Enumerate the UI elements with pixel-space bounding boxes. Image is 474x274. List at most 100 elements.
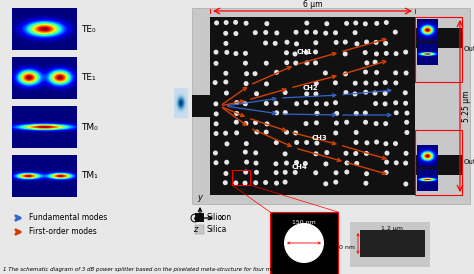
Circle shape <box>313 50 318 55</box>
Bar <box>415 155 462 175</box>
Circle shape <box>233 180 238 185</box>
Circle shape <box>294 41 299 46</box>
Circle shape <box>233 51 238 56</box>
Circle shape <box>264 61 269 66</box>
Circle shape <box>274 110 279 115</box>
Circle shape <box>303 121 309 126</box>
Circle shape <box>313 92 319 96</box>
Circle shape <box>253 180 258 185</box>
Bar <box>210 17 415 195</box>
Circle shape <box>223 71 228 76</box>
Circle shape <box>404 111 410 116</box>
Circle shape <box>304 21 310 25</box>
Bar <box>415 17 462 82</box>
Circle shape <box>213 150 218 155</box>
Circle shape <box>263 41 268 45</box>
Text: TM₁: TM₁ <box>81 172 98 181</box>
Circle shape <box>383 91 388 96</box>
Circle shape <box>294 101 299 106</box>
Circle shape <box>403 70 409 76</box>
Circle shape <box>365 60 369 65</box>
Circle shape <box>223 41 228 46</box>
Circle shape <box>344 21 349 26</box>
Circle shape <box>333 130 338 135</box>
Circle shape <box>384 160 389 165</box>
Circle shape <box>213 50 219 55</box>
Circle shape <box>283 151 288 156</box>
Circle shape <box>214 131 219 136</box>
Circle shape <box>313 170 318 175</box>
Circle shape <box>343 52 348 56</box>
Bar <box>192 8 470 204</box>
Circle shape <box>273 101 279 106</box>
Circle shape <box>324 150 329 155</box>
Text: CH3: CH3 <box>312 135 328 141</box>
Circle shape <box>323 70 328 75</box>
Circle shape <box>234 111 239 116</box>
Circle shape <box>284 161 289 165</box>
Circle shape <box>383 80 388 85</box>
Circle shape <box>283 170 288 175</box>
Circle shape <box>353 92 357 96</box>
Circle shape <box>343 39 348 45</box>
Circle shape <box>224 50 229 55</box>
Circle shape <box>254 91 259 96</box>
Text: Fundamental modes: Fundamental modes <box>29 213 107 222</box>
Circle shape <box>313 151 319 156</box>
Circle shape <box>223 79 228 84</box>
Text: Silica: Silica <box>207 225 228 234</box>
Circle shape <box>393 141 398 146</box>
Circle shape <box>213 160 219 165</box>
Circle shape <box>313 40 319 45</box>
Circle shape <box>284 60 289 65</box>
Circle shape <box>244 81 248 86</box>
Circle shape <box>364 39 369 45</box>
Text: CH4: CH4 <box>292 164 308 170</box>
Circle shape <box>314 101 319 106</box>
Circle shape <box>354 130 359 135</box>
Bar <box>195 225 204 234</box>
Circle shape <box>403 50 408 55</box>
Text: 6 μm: 6 μm <box>303 0 322 9</box>
Circle shape <box>234 120 239 125</box>
Circle shape <box>264 101 269 106</box>
Circle shape <box>234 130 239 135</box>
Circle shape <box>363 50 368 55</box>
Circle shape <box>234 100 239 105</box>
Circle shape <box>403 101 408 106</box>
Circle shape <box>263 180 268 185</box>
Circle shape <box>273 161 278 166</box>
Circle shape <box>374 52 379 56</box>
Circle shape <box>334 111 339 116</box>
Text: Output2: Output2 <box>464 159 474 165</box>
Circle shape <box>284 40 290 45</box>
Text: 1.2 μm: 1.2 μm <box>382 226 403 231</box>
Circle shape <box>243 181 247 185</box>
Circle shape <box>384 151 390 156</box>
Circle shape <box>243 51 248 56</box>
Text: 1 The schematic diagram of 3 dB power splitter based on the pixelated meta-struc: 1 The schematic diagram of 3 dB power sp… <box>3 267 309 272</box>
Circle shape <box>324 101 329 106</box>
Circle shape <box>303 100 309 105</box>
Circle shape <box>394 160 399 165</box>
Circle shape <box>284 130 289 135</box>
Circle shape <box>354 140 358 145</box>
Circle shape <box>243 101 248 106</box>
Circle shape <box>303 161 308 166</box>
Circle shape <box>393 100 398 105</box>
Circle shape <box>253 150 258 155</box>
Circle shape <box>393 30 398 35</box>
Circle shape <box>354 111 359 116</box>
Text: CH1: CH1 <box>297 49 313 55</box>
Circle shape <box>255 130 259 135</box>
Circle shape <box>345 161 349 165</box>
Circle shape <box>294 160 299 165</box>
Circle shape <box>233 20 238 25</box>
Circle shape <box>214 20 219 25</box>
Circle shape <box>324 21 329 26</box>
Circle shape <box>374 81 379 86</box>
Circle shape <box>374 70 379 75</box>
Circle shape <box>353 151 358 156</box>
Circle shape <box>304 50 309 55</box>
Bar <box>360 230 425 257</box>
